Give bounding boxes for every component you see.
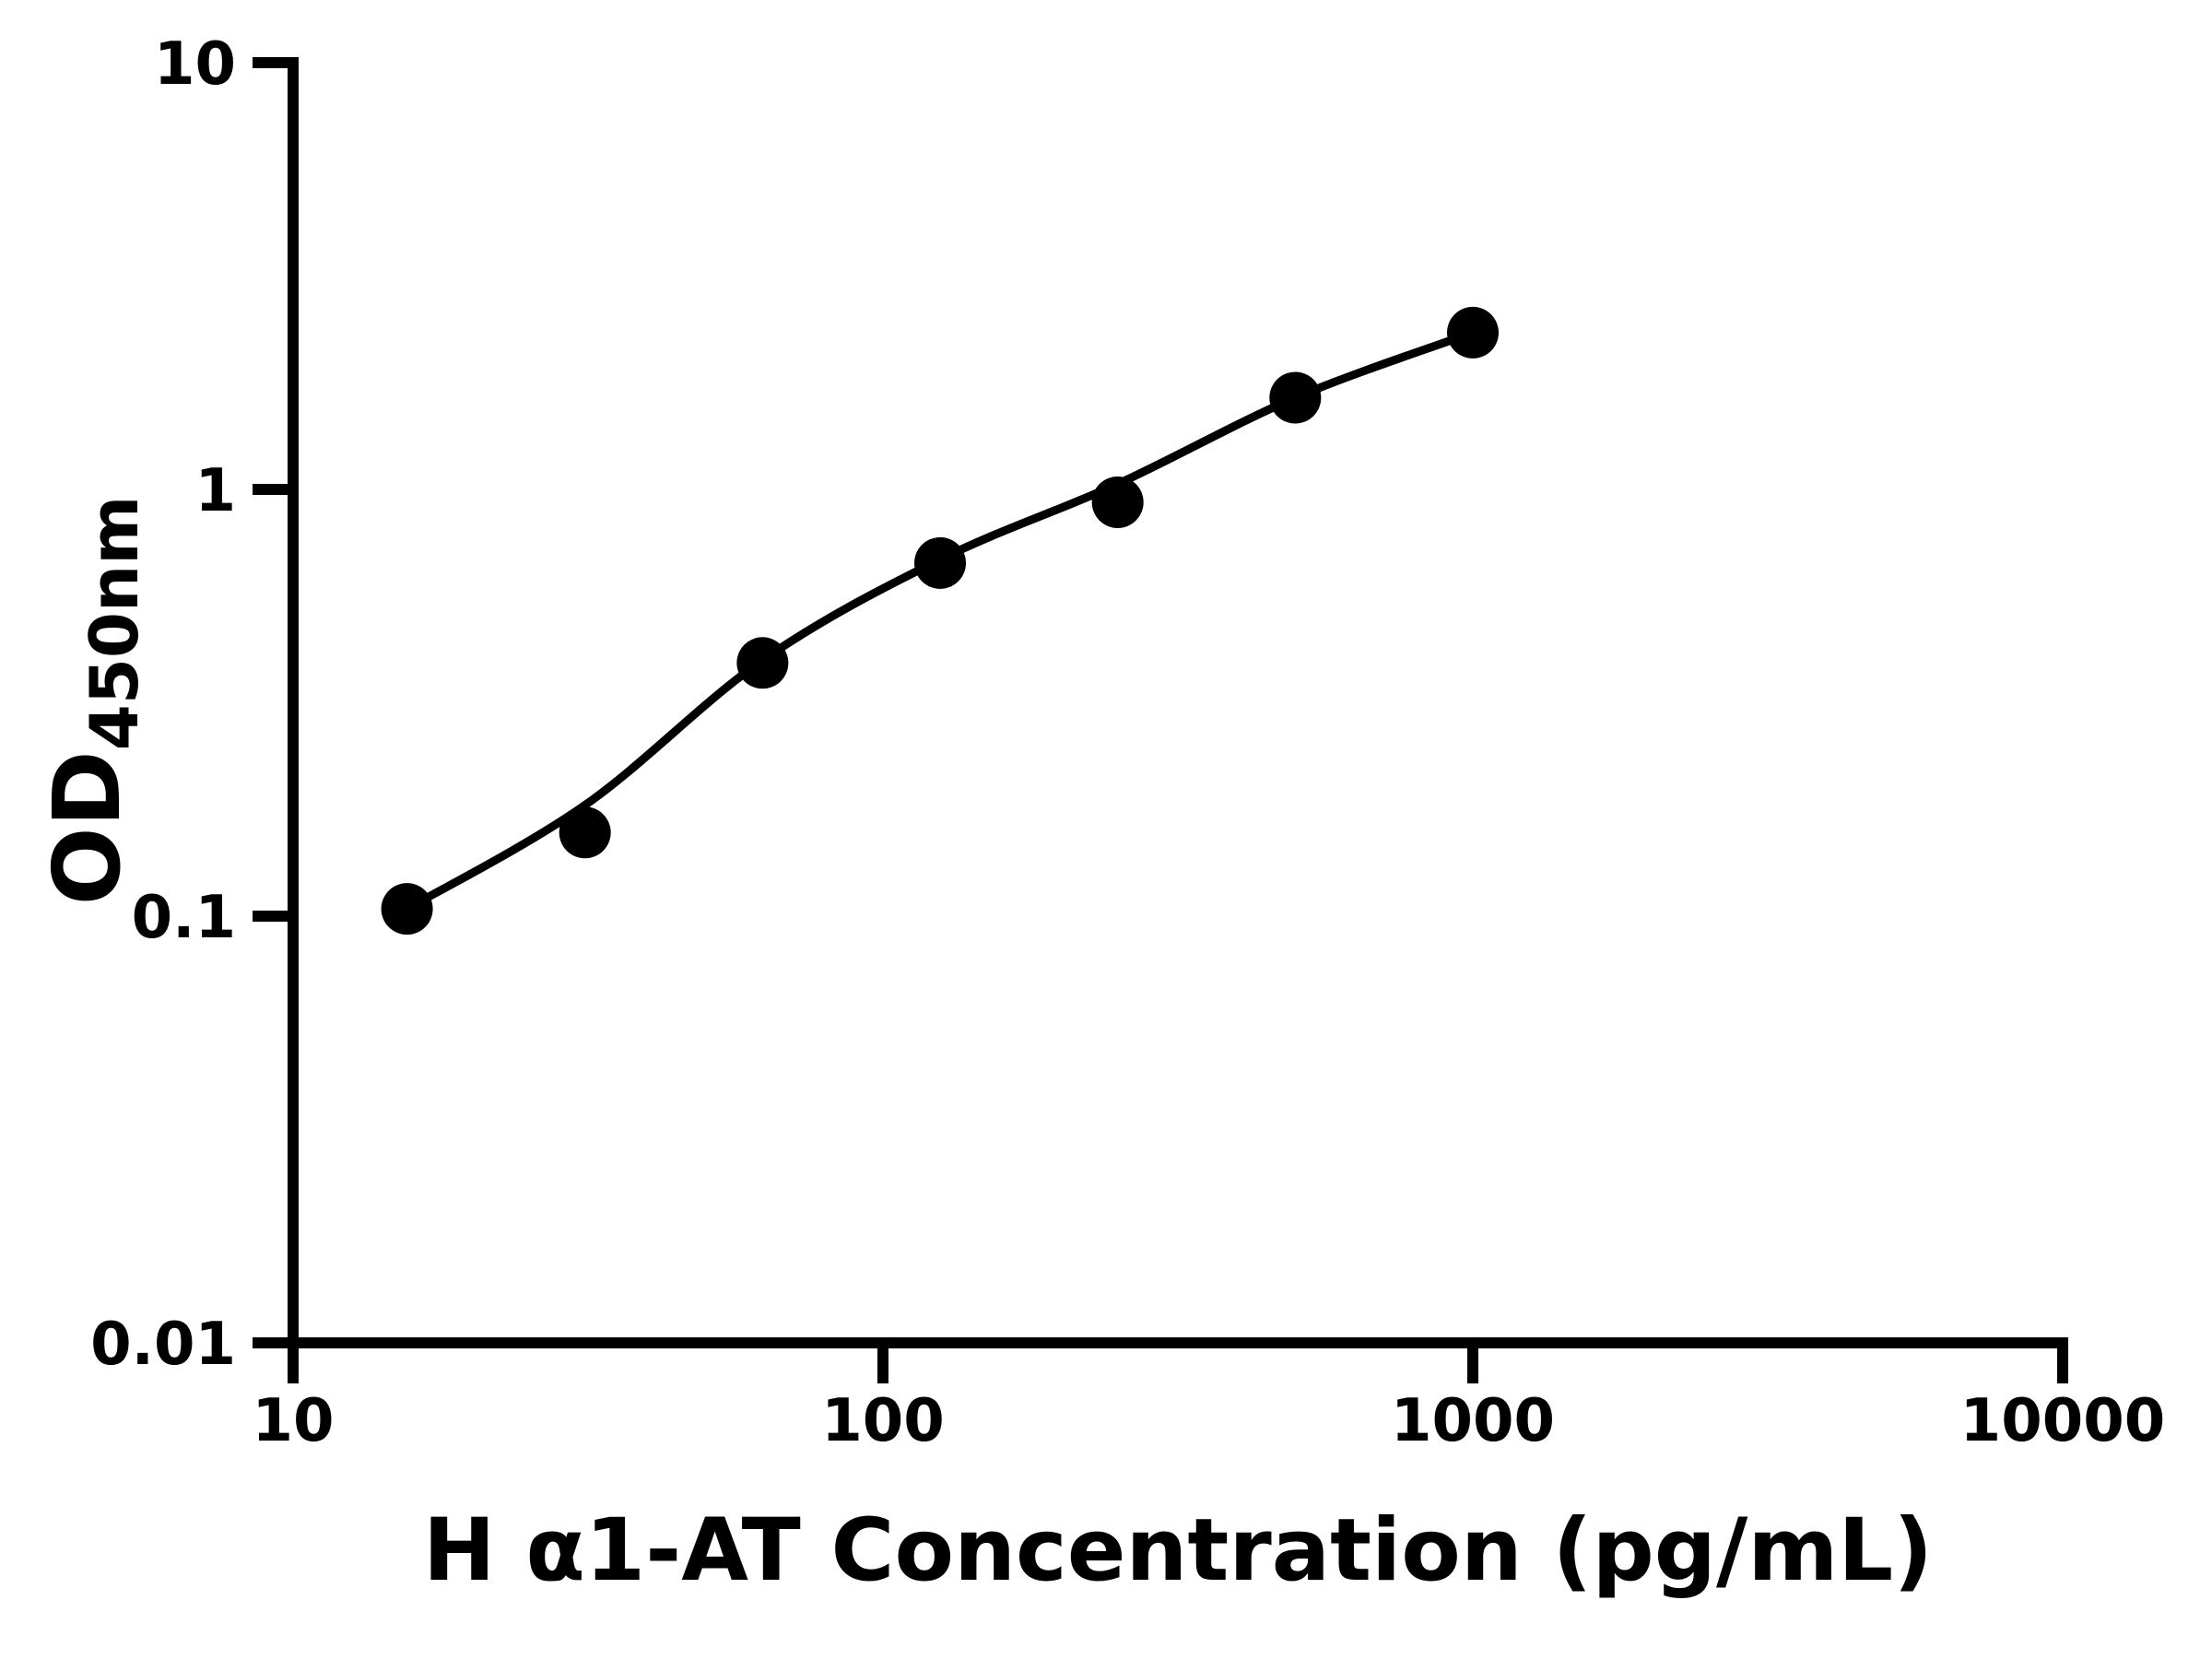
y-axis-title: OD450nm bbox=[32, 461, 153, 940]
x-axis-tick-label: 1000 bbox=[1391, 1387, 1555, 1455]
y-axis-tick-label: 1 bbox=[194, 457, 236, 525]
data-point bbox=[559, 806, 611, 859]
data-point bbox=[736, 637, 789, 689]
y-axis-tick-label: 0.1 bbox=[132, 884, 236, 952]
y-axis-title-main: OD bbox=[33, 750, 141, 906]
data-point bbox=[1447, 306, 1499, 359]
x-axis-tick-label: 10000 bbox=[1960, 1387, 2166, 1455]
data-point bbox=[381, 883, 433, 935]
x-axis-title: H α1-AT Concentration (pg/mL) bbox=[422, 1500, 1934, 1601]
axis-lines bbox=[288, 57, 2068, 1348]
data-point bbox=[914, 536, 967, 589]
data-point bbox=[1091, 476, 1144, 528]
x-axis-tick-label: 100 bbox=[821, 1387, 945, 1455]
y-axis-tick-label: 10 bbox=[154, 30, 236, 99]
y-axis-tick-label: 0.01 bbox=[90, 1311, 236, 1379]
data-point bbox=[1269, 371, 1322, 424]
y-axis-title-subscript: 450nm bbox=[76, 495, 153, 751]
x-axis-tick-label: 10 bbox=[252, 1387, 334, 1455]
